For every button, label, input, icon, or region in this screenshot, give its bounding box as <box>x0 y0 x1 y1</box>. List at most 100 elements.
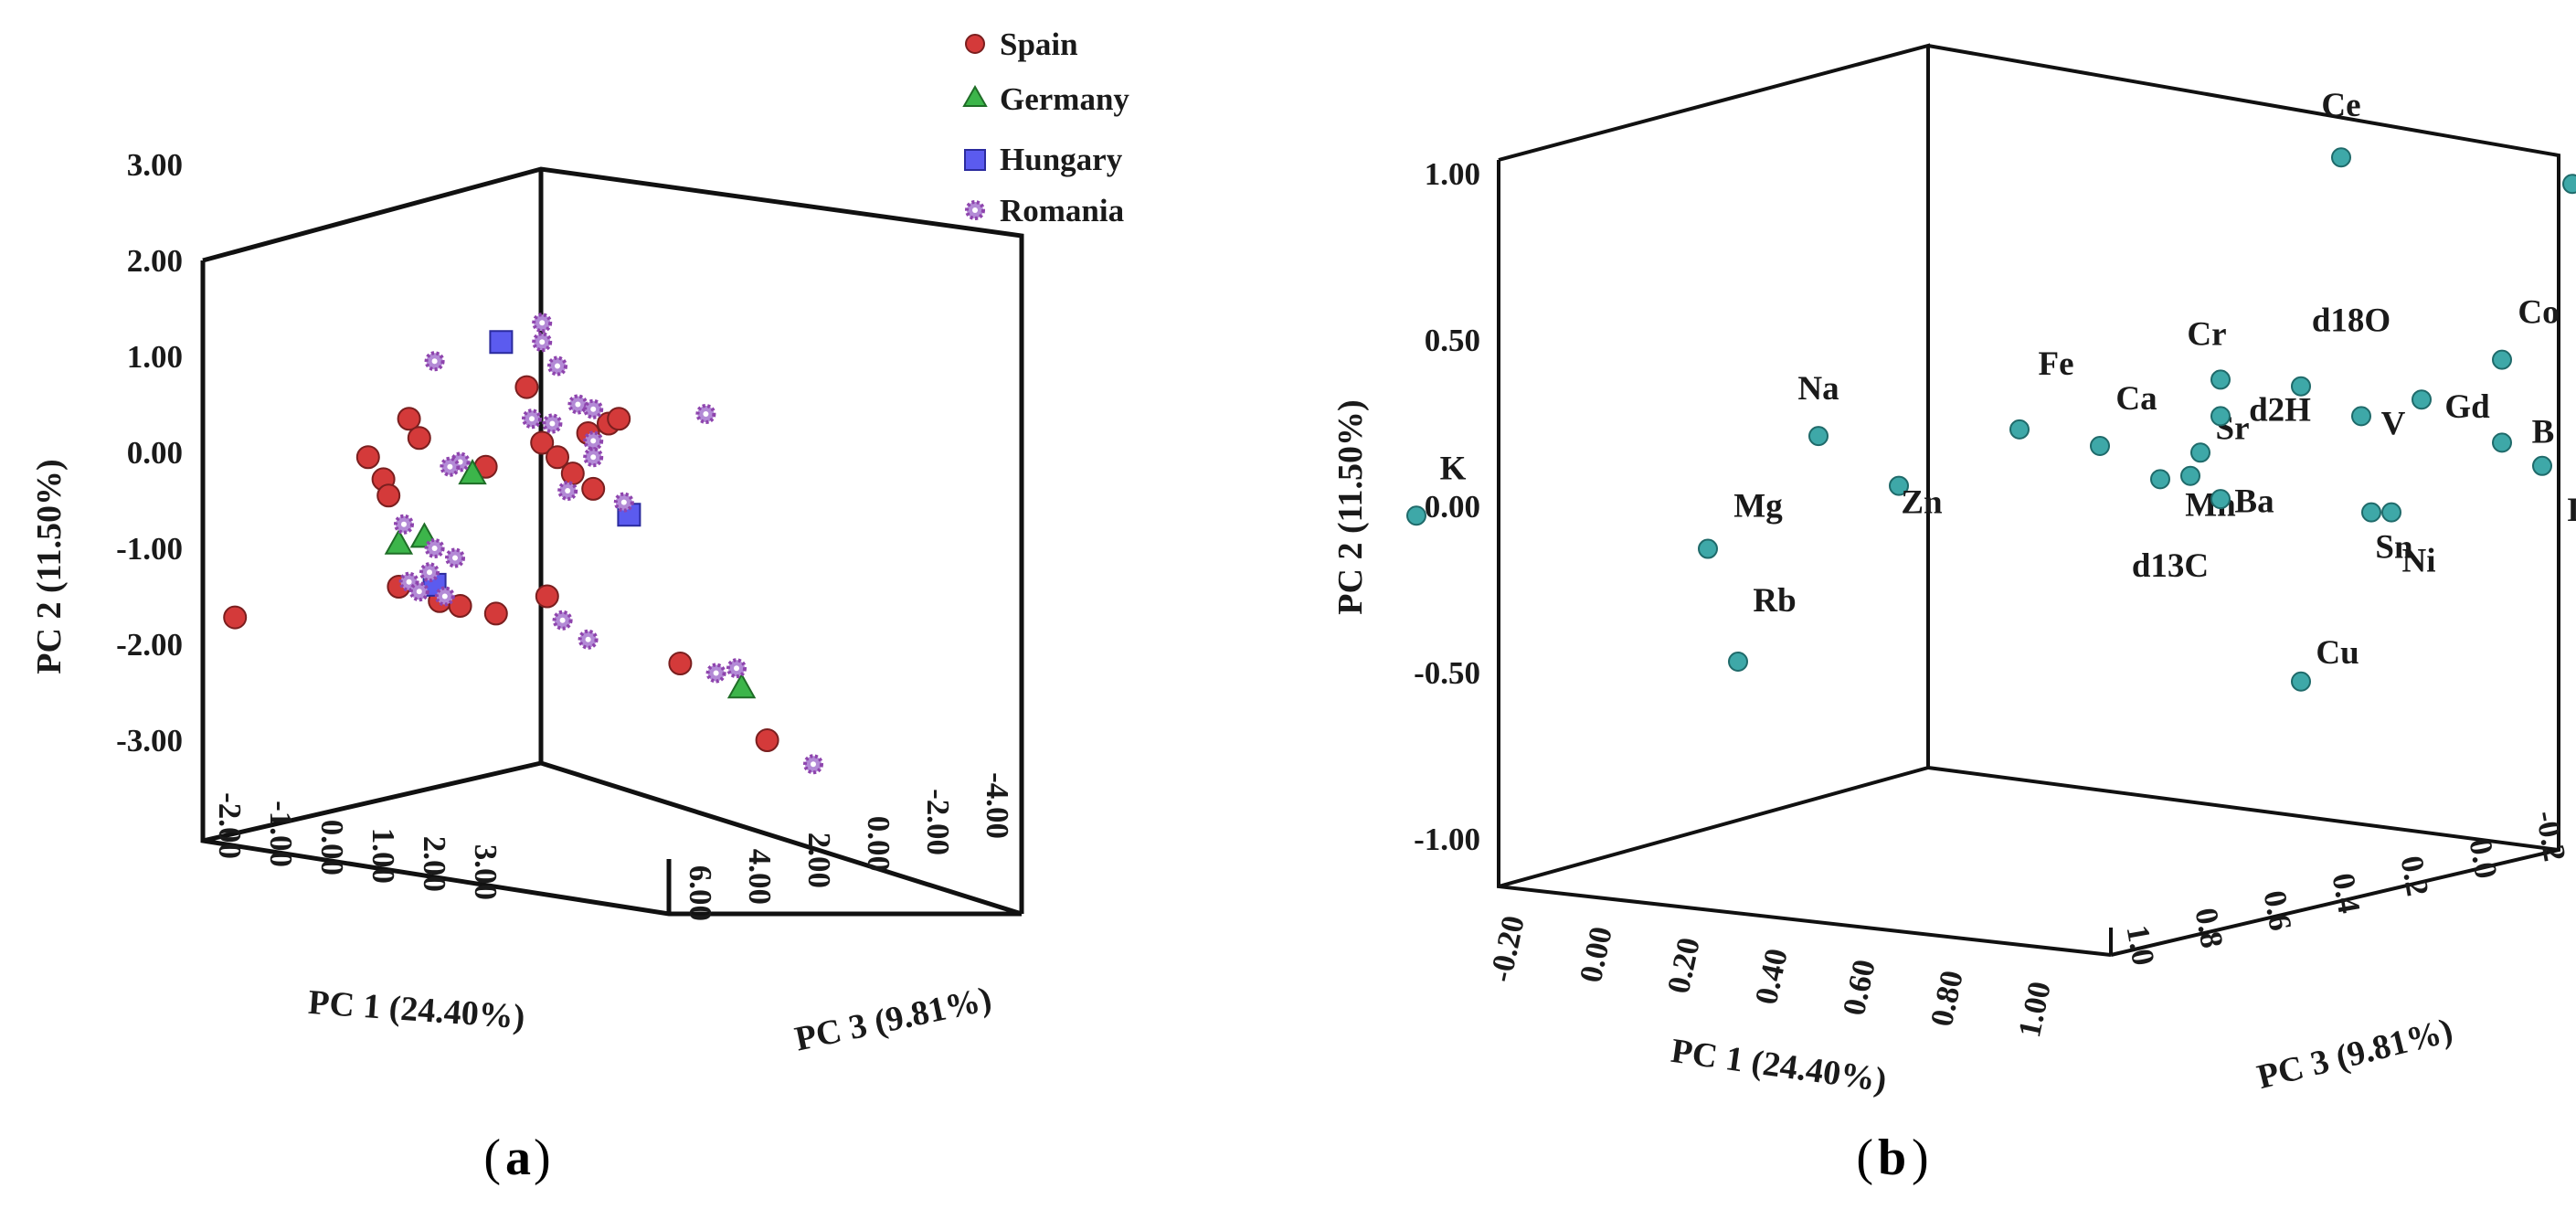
point-romania-15 <box>557 481 578 501</box>
point-spain-8 <box>448 594 472 618</box>
point-sn: Sn <box>2361 502 2413 567</box>
caption-b: ( b ) <box>1856 1130 1928 1186</box>
point-d13c: d13C <box>2132 489 2231 585</box>
panel-b-y-axis-label: PC 2 (11.50%) <box>1331 399 1370 614</box>
point-romania-6 <box>424 351 445 372</box>
panel-a-points <box>223 313 823 775</box>
label-b: B <box>2532 413 2555 451</box>
point-romania-7 <box>440 456 461 477</box>
marker-na <box>1808 426 1829 447</box>
svg-text:(: ( <box>483 1130 501 1186</box>
label-gd: Gd <box>2444 388 2490 426</box>
point-romania-1 <box>408 581 429 602</box>
tick-label: 2.00 <box>417 836 452 892</box>
marker-fe <box>2009 419 2030 440</box>
tick-label: 6.00 <box>683 865 718 921</box>
point-na: Na <box>1797 370 1839 447</box>
tick-label: 0.50 <box>1425 323 1480 358</box>
marker-mg <box>1698 538 1718 559</box>
marker-mn <box>2150 469 2170 490</box>
point-spain-21 <box>755 728 779 752</box>
point-spain-3 <box>376 483 401 508</box>
tick-label: 0.00 <box>127 435 183 471</box>
point-hungary-0 <box>489 330 514 355</box>
marker-zn <box>1889 475 1909 496</box>
marker-ca <box>2090 436 2110 457</box>
point-co: Co <box>2492 294 2560 370</box>
point-spain-1 <box>355 445 380 470</box>
label-rb: Rb <box>1753 582 1796 620</box>
point-zn: Zn <box>1889 475 1943 522</box>
label-co: Co <box>2518 294 2559 332</box>
legend-marker-romania <box>965 200 985 220</box>
panel-b-x-ticks: -0.20 0.00 0.20 0.40 0.60 0.80 1.00 <box>1483 913 2058 1041</box>
label-cr: Cr <box>2187 315 2226 353</box>
label-li: Li <box>2568 492 2576 529</box>
tick-label: 0.00 <box>314 820 350 875</box>
tick-label: 0.40 <box>1748 946 1795 1008</box>
svg-text:(: ( <box>1856 1130 1873 1186</box>
marker-b <box>2492 432 2512 453</box>
point-romania-2 <box>419 562 440 583</box>
legend-marker-hungary <box>964 149 986 171</box>
point-spain-5 <box>407 426 431 451</box>
tick-label: 2.00 <box>127 243 183 279</box>
panel-a-z-axis-label: PC 3 (9.81%) <box>791 980 994 1059</box>
tick-label: 4.00 <box>742 849 778 905</box>
series-germany <box>384 459 757 699</box>
marker-cu <box>2291 671 2311 692</box>
marker-d2h <box>2210 406 2231 427</box>
tick-label: -1.00 <box>116 531 183 567</box>
point-ca: Ca <box>2090 380 2157 457</box>
panel-a-y-axis-label: PC 2 (11.50%) <box>30 459 69 674</box>
point-germany-2 <box>458 459 487 485</box>
panel-b-y-ticks: 1.00 0.50 0.00 -0.50 -1.00 <box>1414 156 1480 857</box>
point-romania-17 <box>613 492 634 513</box>
panel-b-z-axis-label: PC 3 (9.81%) <box>2253 1012 2456 1098</box>
point-romania-19 <box>522 408 542 430</box>
tick-label: 3.00 <box>127 147 183 183</box>
point-b: B <box>2492 413 2555 453</box>
tick-label: -3.00 <box>116 723 183 759</box>
legend-marker-germany <box>962 84 988 107</box>
label-d2h: d2H <box>2249 391 2311 429</box>
tick-label: 0.80 <box>1924 968 1970 1030</box>
point-spain-19 <box>535 584 559 609</box>
legend-label-hungary: Hungary <box>1000 142 1123 177</box>
point-romania-14 <box>542 413 563 434</box>
series-spain <box>223 375 779 752</box>
point-spain-11 <box>514 375 539 399</box>
point-spain-18 <box>607 407 631 431</box>
panel-a-legend: Spain Germany Hungary Romania <box>962 27 1129 228</box>
point-romania-8 <box>532 332 553 353</box>
panel-a-x-axis-label: PC 1 (24.40%) <box>307 983 526 1036</box>
marker-d18o <box>2291 376 2311 397</box>
point-romania-11 <box>567 394 588 415</box>
tick-label: -4.00 <box>980 772 1015 839</box>
label-na: Na <box>1797 370 1839 408</box>
marker-ce <box>2331 147 2351 168</box>
label-k: K <box>1440 450 1467 487</box>
caption-b-letter: b <box>1878 1130 1906 1186</box>
tick-label: 1.00 <box>366 828 401 884</box>
tick-label: -2.00 <box>212 792 248 859</box>
marker-sr <box>2190 442 2210 463</box>
point-romania-24 <box>803 754 823 775</box>
panel-b-x-axis-label: PC 1 (24.40%) <box>1669 1032 1889 1100</box>
tick-label: -1.00 <box>1414 822 1480 857</box>
label-ni: Ni <box>2402 543 2436 580</box>
legend-label-romania: Romania <box>1000 193 1124 228</box>
label-ca: Ca <box>2115 380 2157 418</box>
point-germany-0 <box>384 528 414 555</box>
label-d18o: d18O <box>2312 302 2390 340</box>
point-romania-20 <box>552 610 573 631</box>
point-cr: Cr <box>2187 315 2231 390</box>
marker-gd <box>2412 389 2432 410</box>
label-sn: Sn <box>2375 529 2413 567</box>
point-gd: Gd <box>2412 388 2490 426</box>
tick-label: 0.6 <box>2257 888 2299 934</box>
point-spain-15 <box>581 476 606 501</box>
tick-label: 1.00 <box>127 339 183 375</box>
point-ce: Ce <box>2321 87 2361 168</box>
